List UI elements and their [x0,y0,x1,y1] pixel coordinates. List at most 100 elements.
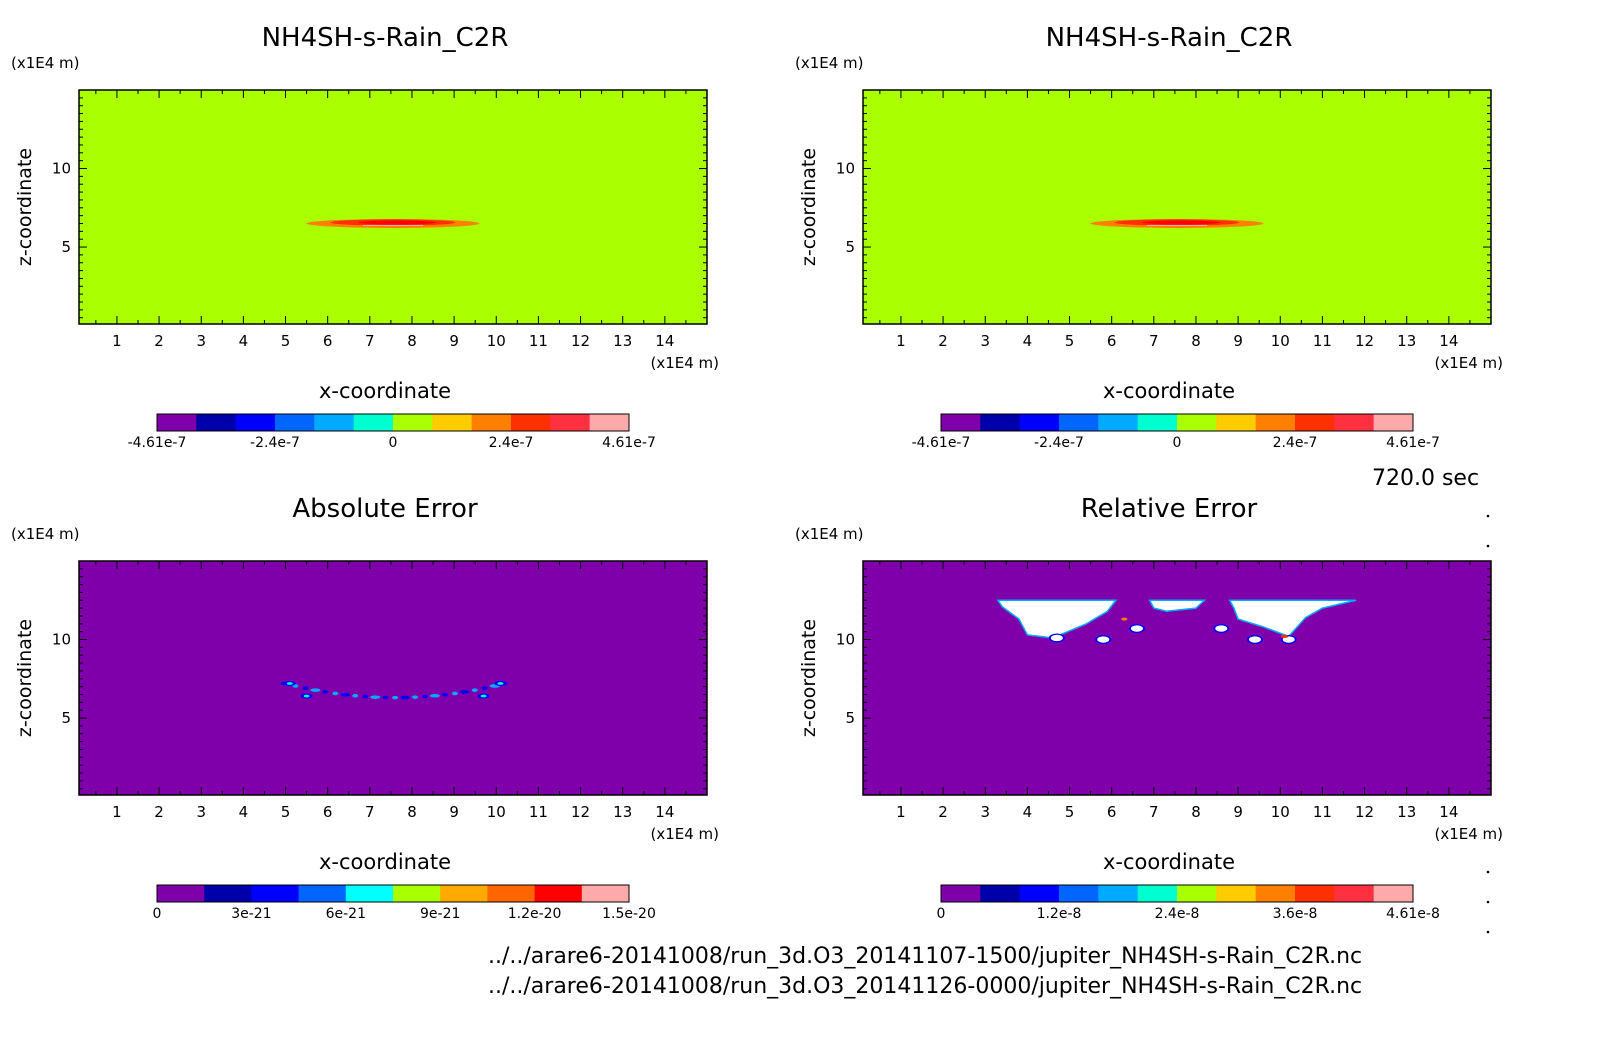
colorbar-swatch [1059,885,1099,902]
x-unit-label: (x1E4 m) [650,825,719,843]
colorbar-swatch [1019,885,1060,902]
colorbar-label: -4.61e-7 [912,435,971,451]
x-tick-label: 3 [980,332,990,350]
x-tick-label: 6 [1107,332,1117,350]
y-tick-label: 10 [836,631,855,649]
x-tick-label: 11 [1313,803,1332,821]
colorbar-swatch [1373,414,1414,431]
panel-3: Absolute Error(x1E4 m)(x1E4 m)1 2 3 4 5 6 7 8 9 1… [11,494,719,922]
colorbar-swatch [345,885,394,902]
colorbar-label: 1.2e-20 [508,906,562,922]
colorbar-swatch [1177,414,1217,431]
plot-background [863,561,1491,795]
colorbar-frame [940,413,1414,432]
x-tick-label: 9 [1233,803,1243,821]
colorbar-swatch [251,885,300,902]
field-feature [310,688,321,692]
field-feature [412,695,419,699]
plot-frame [78,560,708,796]
field-feature [1282,636,1295,643]
colorbar-swatch [1334,885,1375,902]
x-tick-label: 12 [571,803,590,821]
x-tick-label: 6 [1107,803,1117,821]
x-tick-label: 8 [407,332,417,350]
colorbar-label: 6e-21 [326,906,366,922]
x-tick-label: 8 [1191,332,1201,350]
x-tick-label: 10 [1271,803,1290,821]
colorbar-swatch [550,414,591,431]
colorbar-label: -2.4e-7 [1034,435,1084,451]
x-axis-title: x-coordinate [319,850,451,874]
y-axis-title: z-coordinate [798,148,820,266]
colorbar-label: 4.61e-8 [1386,906,1440,922]
colorbar-label: 0 [389,435,398,451]
field-feature [340,692,351,697]
x-tick-label: 10 [487,803,506,821]
x-tick-label: 3 [980,803,990,821]
y-tick-label: 5 [845,238,855,256]
field-feature [429,693,440,698]
x-tick-label: 10 [487,332,506,350]
y-unit-label: (x1E4 m) [11,525,80,543]
x-tick-label: 5 [1065,803,1075,821]
x-axis-title: x-coordinate [1103,850,1235,874]
colorbar-label: -2.4e-7 [250,435,300,451]
colorbar-label: 2.4e-8 [1155,906,1200,922]
field-feature [481,686,488,690]
colorbar-swatch [487,885,536,902]
x-tick-label: 5 [281,803,291,821]
x-axis-title: x-coordinate [1103,379,1235,403]
colorbar-swatch [440,885,488,902]
x-tick-label: 3 [196,332,206,350]
x-tick-label: 9 [1233,332,1243,350]
plot-frame [862,89,1492,325]
x-tick-label: 2 [154,332,164,350]
x-unit-label: (x1E4 m) [1434,354,1503,372]
plot-background [863,90,1491,324]
panel-title: NH4SH-s-Rain_C2R [1046,23,1293,53]
panel-title: NH4SH-s-Rain_C2R [262,23,509,53]
field-feature [322,690,329,694]
field-feature [1142,220,1220,225]
field-feature [471,688,478,692]
file-path-1: ../../arare6-20141008/run_3d.O3_20141107… [488,944,1363,969]
colorbar-swatch [471,414,512,431]
x-tick-label: 5 [1065,332,1075,350]
x-tick-label: 13 [1397,803,1416,821]
x-tick-label: 10 [1271,332,1290,350]
field-feature [480,694,487,698]
panel-4: Relative Error(x1E4 m)(x1E4 m)1 2 3 4 5 6 7 8 9 1… [795,494,1503,922]
x-tick-label: 12 [1355,332,1374,350]
field-feature [421,694,428,699]
margin-dot [1486,514,1490,518]
colorbar-label: 0 [153,906,162,922]
colorbar-swatch [1098,885,1139,902]
plot-frame [862,560,1492,796]
colorbar-swatch [1334,414,1375,431]
margin-dot [1486,870,1490,874]
x-tick-label: 7 [365,332,375,350]
field-feature [352,693,359,698]
x-tick-label: 13 [613,332,632,350]
x-tick-label: 2 [938,803,948,821]
x-tick-label: 14 [1439,803,1458,821]
plot-background [79,90,707,324]
field-feature [358,220,436,225]
colorbar-label: 4.61e-7 [1386,435,1440,451]
colorbar-swatch [204,885,252,902]
x-unit-label: (x1E4 m) [1434,825,1503,843]
x-unit-label: (x1E4 m) [650,354,719,372]
colorbar-swatch [157,885,205,902]
colorbar-swatch [275,414,315,431]
colorbar-swatch [980,414,1021,431]
x-tick-label: 7 [365,803,375,821]
y-tick-label: 10 [52,160,71,178]
y-axis-title: z-coordinate [14,619,36,737]
colorbar-frame [940,884,1414,903]
field-feature [286,682,293,685]
colorbar-swatch [980,885,1021,902]
x-tick-label: 7 [1149,803,1159,821]
x-tick-label: 8 [1191,803,1201,821]
y-axis-title: z-coordinate [798,619,820,737]
